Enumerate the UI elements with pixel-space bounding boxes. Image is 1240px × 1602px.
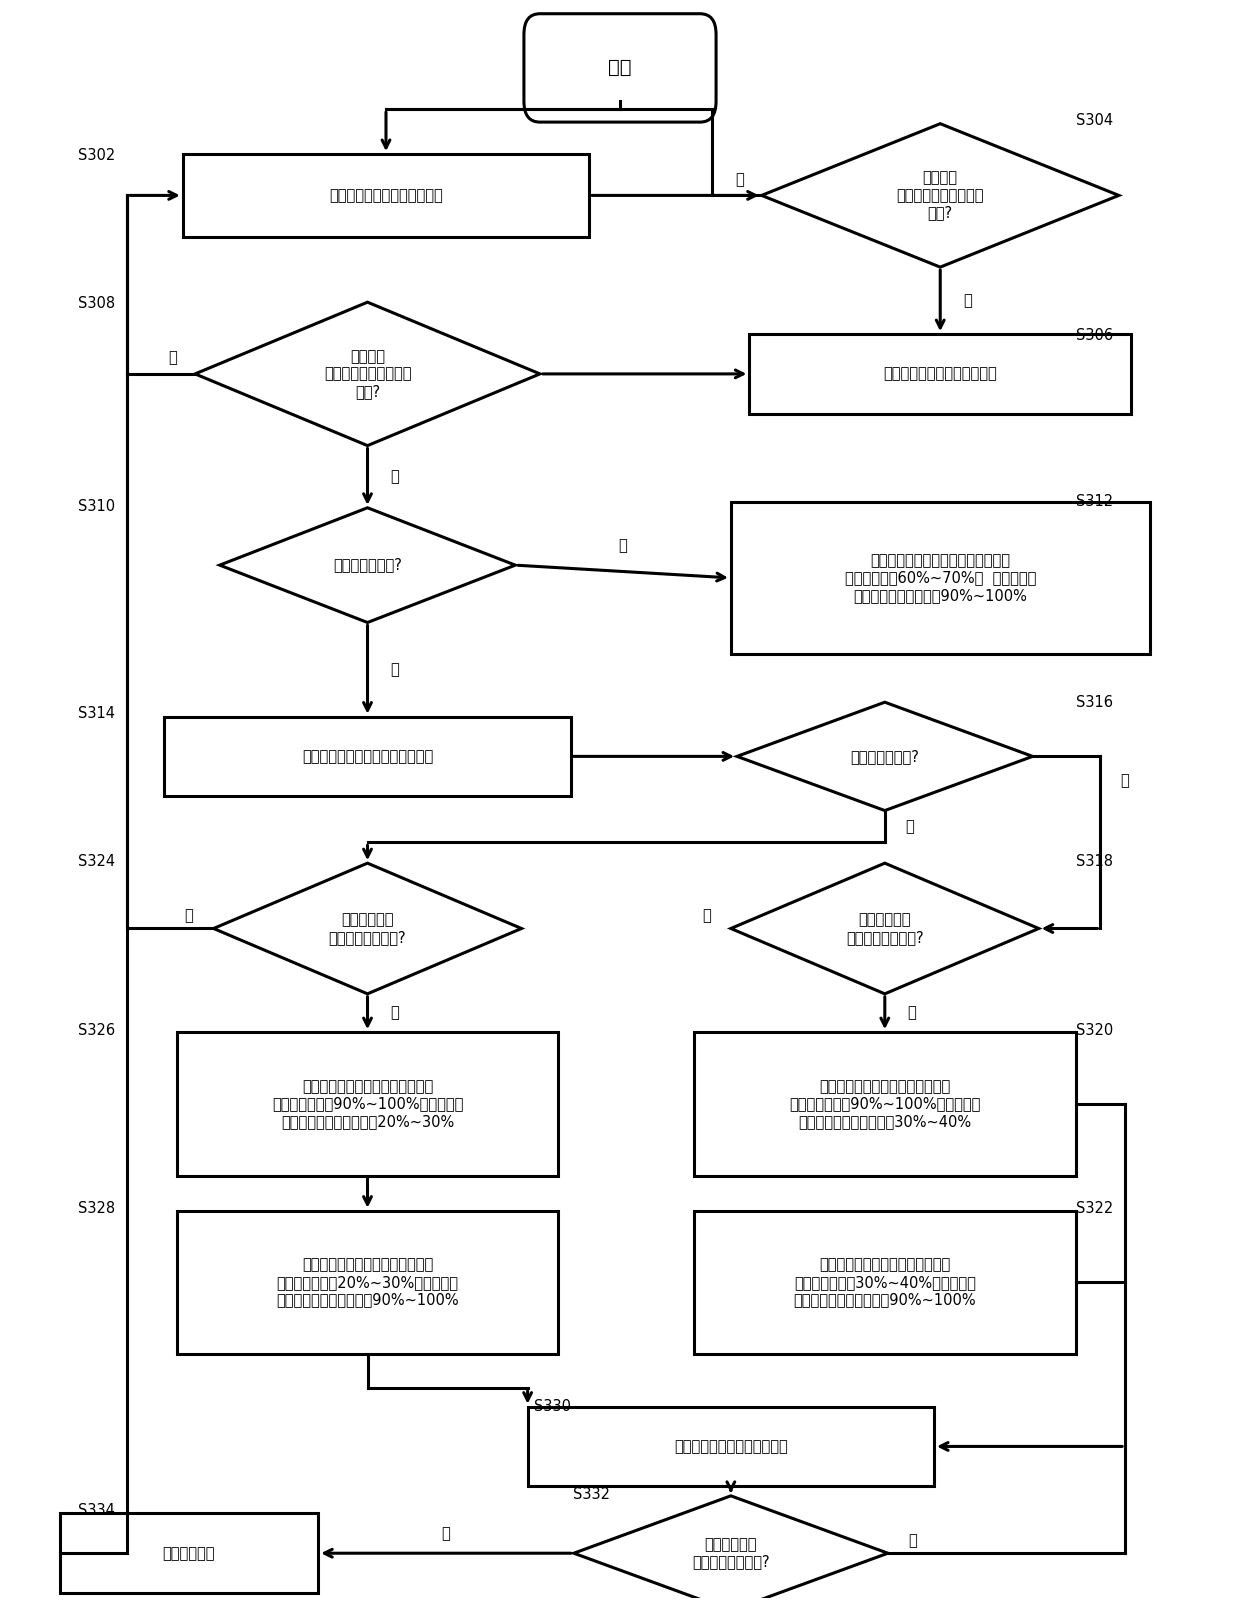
Polygon shape <box>737 702 1033 811</box>
Text: 关闭新风装置: 关闭新风装置 <box>162 1546 216 1560</box>
Bar <box>749 335 1131 413</box>
Text: 启动新风装置，第一送风风机的转
速为额定转速的30%~40%，第二送风
风机的转速为额定转速的90%~100%: 启动新风装置，第一送风风机的转 速为额定转速的30%~40%，第二送风 风机的转… <box>794 1258 976 1307</box>
Polygon shape <box>761 123 1118 268</box>
Text: S304: S304 <box>1076 114 1112 128</box>
Text: 是: 是 <box>391 469 399 484</box>
Text: S332: S332 <box>573 1487 610 1501</box>
Text: 获取室内环境温度和室外环境温度: 获取室内环境温度和室外环境温度 <box>301 748 433 764</box>
Text: S306: S306 <box>1076 328 1112 343</box>
Polygon shape <box>219 508 516 623</box>
Text: S322: S322 <box>1076 1202 1114 1216</box>
Text: 是: 是 <box>963 293 972 308</box>
Polygon shape <box>195 303 539 445</box>
Text: 室内换热器制冷?: 室内换热器制冷? <box>851 748 919 764</box>
Text: 开始: 开始 <box>609 58 631 77</box>
Text: S314: S314 <box>78 706 115 721</box>
Text: S308: S308 <box>78 296 115 311</box>
Text: S302: S302 <box>78 147 115 163</box>
Text: S316: S316 <box>1076 695 1112 710</box>
Text: S326: S326 <box>78 1024 115 1038</box>
FancyBboxPatch shape <box>525 14 715 122</box>
Text: 室内换热器工作?: 室内换热器工作? <box>334 557 402 572</box>
Bar <box>182 154 589 237</box>
Bar <box>176 1211 558 1354</box>
Text: S324: S324 <box>78 854 115 868</box>
Polygon shape <box>574 1496 888 1602</box>
Text: 启动新风装置，第一送风风机的转
速为额定转速的90%~100%，第二送风
风机的转速为额定转速的30%~40%: 启动新风装置，第一送风风机的转 速为额定转速的90%~100%，第二送风 风机的… <box>789 1078 981 1129</box>
Bar <box>730 501 1149 654</box>
Text: 是: 是 <box>441 1527 450 1541</box>
Polygon shape <box>730 863 1039 993</box>
Text: 否: 否 <box>735 171 744 187</box>
Text: 否: 否 <box>619 538 627 554</box>
Text: S312: S312 <box>1076 493 1112 509</box>
Text: 否: 否 <box>905 819 914 835</box>
Text: S310: S310 <box>78 498 115 514</box>
Bar <box>694 1211 1076 1354</box>
Text: 否: 否 <box>908 1533 916 1548</box>
Bar <box>164 716 570 796</box>
Text: 是: 是 <box>908 1006 916 1020</box>
Text: S318: S318 <box>1076 854 1112 868</box>
Text: 室外环境温度
小于室内环境温度?: 室外环境温度 小于室内环境温度? <box>329 912 407 945</box>
Text: S328: S328 <box>78 1202 115 1216</box>
Text: 启动新风装置，第一送风风机的转速
为额定转速的60%~70%，  第二送风风
机的转速为额定转速的90%~100%: 启动新风装置，第一送风风机的转速 为额定转速的60%~70%， 第二送风风 机的… <box>844 553 1035 602</box>
Text: 空气质量
指数小于等于预设质量
阈值?: 空气质量 指数小于等于预设质量 阈值? <box>324 349 412 399</box>
Text: 否: 否 <box>185 908 193 923</box>
Text: 是: 是 <box>391 662 399 678</box>
Text: 二氧化碳浓度
小于预设浓度阈值?: 二氧化碳浓度 小于预设浓度阈值? <box>692 1536 770 1570</box>
Text: 否: 否 <box>702 908 711 923</box>
Bar <box>528 1407 934 1487</box>
Text: 否: 否 <box>169 351 177 365</box>
Text: 获取室外环境的空气质量指数: 获取室外环境的空气质量指数 <box>883 367 997 381</box>
Text: 是: 是 <box>391 1006 399 1020</box>
Bar <box>60 1514 319 1592</box>
Text: 启动新风装置，第一送风风机的转
速为额定转速的90%~100%，第二送风
风机的转速为额定转速的20%~30%: 启动新风装置，第一送风风机的转 速为额定转速的90%~100%，第二送风 风机的… <box>272 1078 464 1129</box>
Text: 获取室内环境的二氧化碳浓度: 获取室内环境的二氧化碳浓度 <box>329 187 443 203</box>
Polygon shape <box>213 863 522 993</box>
Text: 是: 是 <box>1121 772 1130 788</box>
Text: S334: S334 <box>78 1503 115 1517</box>
Text: 室外环境温度
大于室内环境温度?: 室外环境温度 大于室内环境温度? <box>846 912 924 945</box>
Text: 二氧化碳
浓度大于等于预设浓度
阈值?: 二氧化碳 浓度大于等于预设浓度 阈值? <box>897 170 985 221</box>
Text: 获取室内环境的二氧化碳浓度: 获取室内环境的二氧化碳浓度 <box>675 1439 787 1455</box>
Text: S320: S320 <box>1076 1024 1114 1038</box>
Text: S330: S330 <box>533 1399 570 1415</box>
Bar <box>176 1032 558 1176</box>
Text: 启动新风装置，第一送风风机的转
速为额定转速的20%~30%，第二送风
风机的转速为额定转速的90%~100%: 启动新风装置，第一送风风机的转 速为额定转速的20%~30%，第二送风 风机的转… <box>277 1258 459 1307</box>
Bar <box>694 1032 1076 1176</box>
